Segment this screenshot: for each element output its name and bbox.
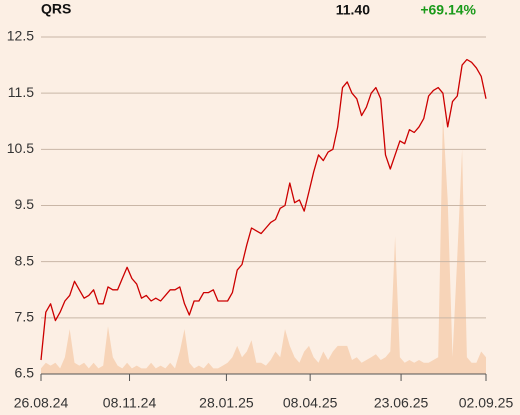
price: 11.40 xyxy=(336,2,370,18)
x-tick-label: 28.01.25 xyxy=(199,395,254,411)
x-tick-label: 02.09.25 xyxy=(459,395,514,411)
y-tick-label: 7.5 xyxy=(15,309,35,325)
x-tick-label: 26.08.24 xyxy=(14,395,69,411)
x-tick-label: 23.06.25 xyxy=(374,395,429,411)
y-tick-label: 11.5 xyxy=(8,84,34,100)
change: +69.14% xyxy=(420,2,476,18)
y-tick-label: 8.5 xyxy=(15,252,35,268)
price-line xyxy=(40,58,487,361)
y-tick-label: 9.5 xyxy=(15,196,35,212)
x-tick-label: 08.11.24 xyxy=(103,395,157,411)
y-tick-label: 12.5 xyxy=(7,28,34,44)
y-tick-label: 6.5 xyxy=(15,365,35,381)
ticker: QRS xyxy=(41,1,71,17)
x-tick-label: 08.04.25 xyxy=(283,395,338,411)
volume-area xyxy=(41,115,486,374)
y-tick-label: 10.5 xyxy=(7,140,34,156)
